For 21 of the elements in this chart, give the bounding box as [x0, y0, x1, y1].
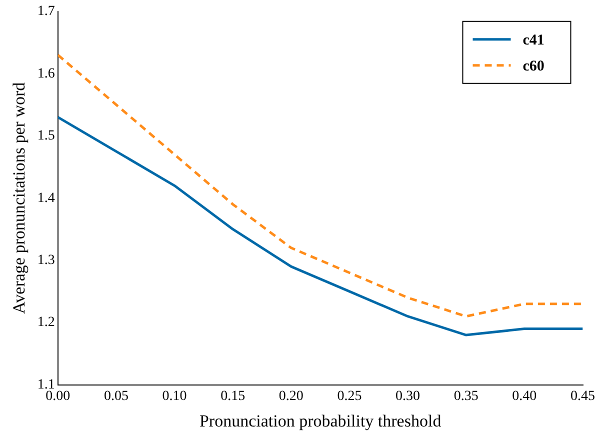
x-tick-label: 0.10 [162, 388, 187, 404]
x-tick-label: 0.35 [454, 388, 478, 404]
y-tick-label: 1.2 [37, 315, 55, 330]
x-tick-label: 0.20 [278, 388, 304, 404]
y-tick-label: 1.3 [37, 253, 55, 268]
x-tick-label: 0.40 [512, 388, 537, 404]
legend-label: c41 [522, 32, 544, 48]
x-tick-label: 0.05 [104, 388, 128, 404]
y-tick-label: 1.7 [37, 4, 55, 20]
y-axis-title: Average pronuncitations per word [10, 82, 29, 314]
x-tick-label: 0.45 [570, 388, 595, 404]
y-tick-label: 1.6 [37, 66, 55, 82]
x-tick-label: 0.15 [220, 388, 246, 404]
x-tick-label: 0.25 [337, 388, 362, 404]
x-tick-label: 0.00 [46, 388, 70, 404]
x-tick-label: 0.30 [396, 388, 420, 404]
legend-label: c60 [522, 58, 544, 74]
y-tick-label: 1.4 [37, 190, 55, 206]
x-axis-title: Pronunciation probability threshold [199, 411, 442, 430]
y-tick-label: 1.5 [37, 128, 55, 144]
line-series [58, 54, 583, 318]
